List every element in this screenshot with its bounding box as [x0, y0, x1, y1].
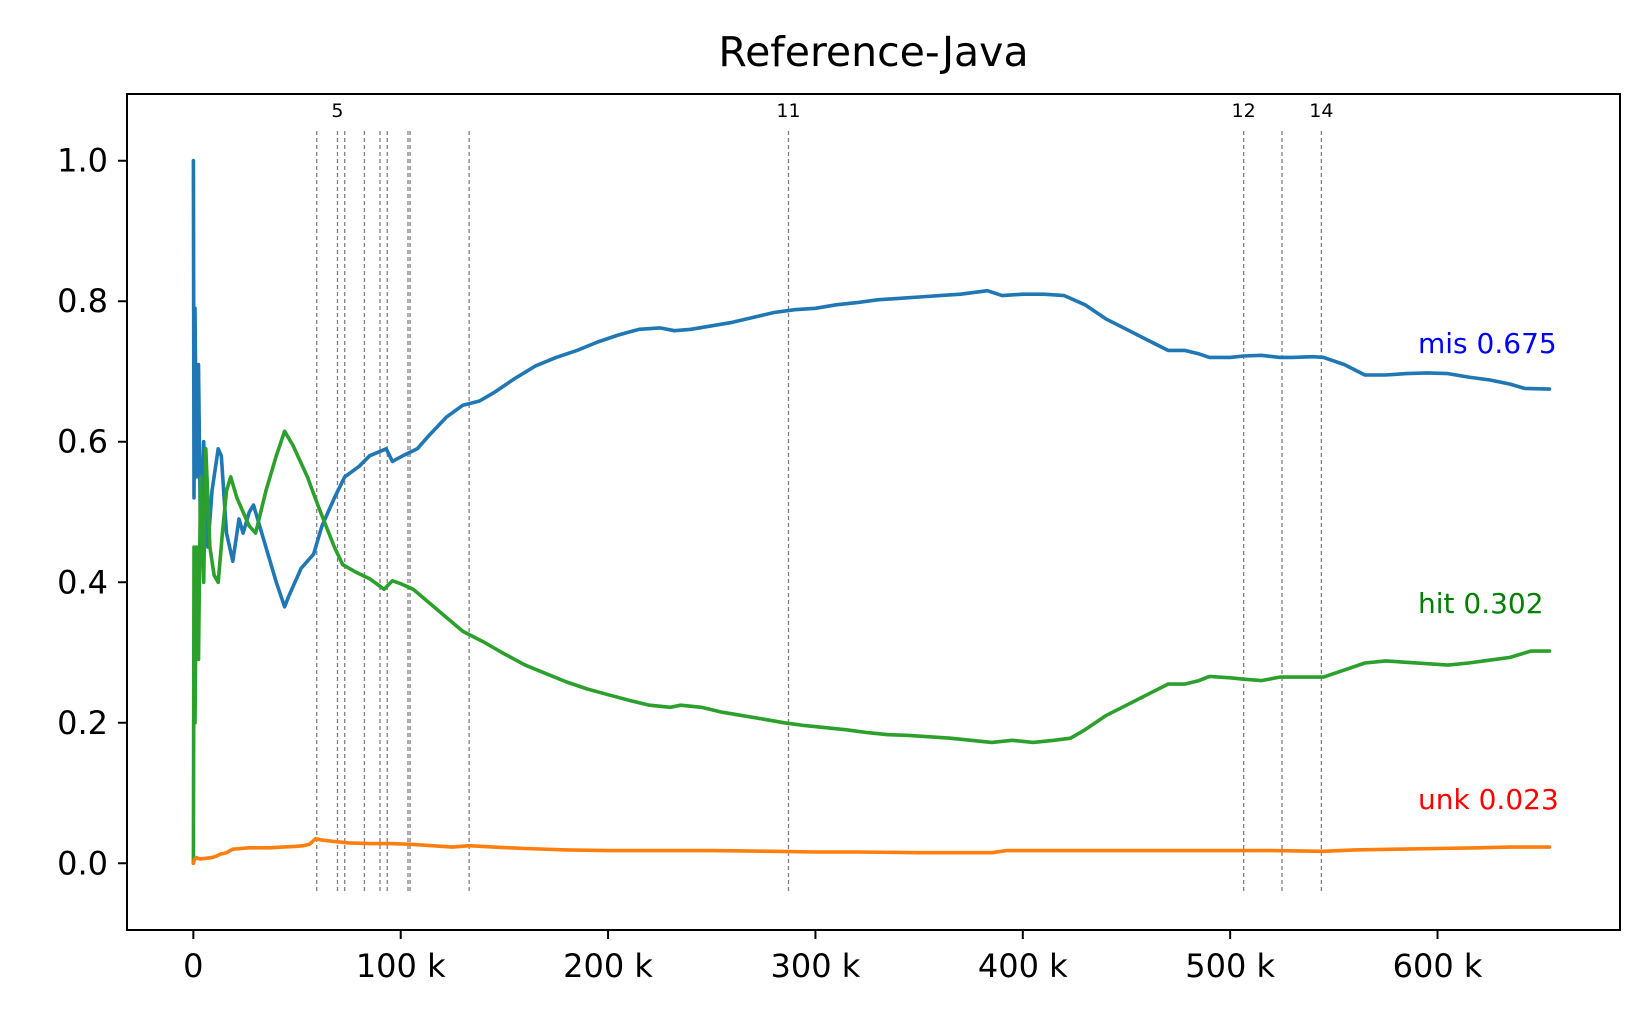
plot-frame — [126, 93, 1621, 931]
series-line-mis — [191, 158, 1552, 609]
x-tick-label: 0 — [183, 947, 203, 985]
y-tick-label: 1.0 — [57, 142, 108, 180]
x-tick-label: 600 k — [1393, 947, 1483, 985]
series-layer — [191, 158, 1552, 866]
y-tick-label: 0.4 — [57, 563, 108, 601]
series-line-hit — [191, 429, 1552, 866]
series-end-label-hit: hit 0.302 — [1418, 587, 1544, 620]
y-tick-label: 0.2 — [57, 704, 108, 742]
x-tick-label: 200 k — [563, 947, 653, 985]
x-tick-label: 100 k — [356, 947, 446, 985]
vertical-marker-label-14: 14 — [1309, 100, 1333, 122]
vertical-marker-label-11: 11 — [776, 100, 800, 122]
y-tick-label: 0.6 — [57, 423, 108, 461]
y-tick-label: 0.0 — [57, 844, 108, 882]
chart-title: Reference-Java — [718, 28, 1028, 76]
x-tick-label: 400 k — [978, 947, 1068, 985]
series-end-label-mis: mis 0.675 — [1418, 327, 1557, 360]
vertical-marker-label-5: 5 — [331, 100, 343, 122]
series-line-unk — [191, 836, 1552, 866]
axis-layer: 0 100 k 200 k 300 k 400 k 500 k 600 k 0.0 0.2 0.4… — [57, 93, 1621, 985]
y-tick-label: 0.8 — [57, 282, 108, 320]
x-tick-label: 300 k — [771, 947, 861, 985]
vertical-marker-label-12: 12 — [1232, 100, 1256, 122]
series-end-label-unk: unk 0.023 — [1418, 783, 1559, 816]
series-label-layer: mis 0.675 hit 0.302 unk 0.023 — [1418, 327, 1559, 816]
x-tick-label: 500 k — [1185, 947, 1275, 985]
vertical-marker-layer: 5 11 12 14 — [316, 100, 1333, 892]
